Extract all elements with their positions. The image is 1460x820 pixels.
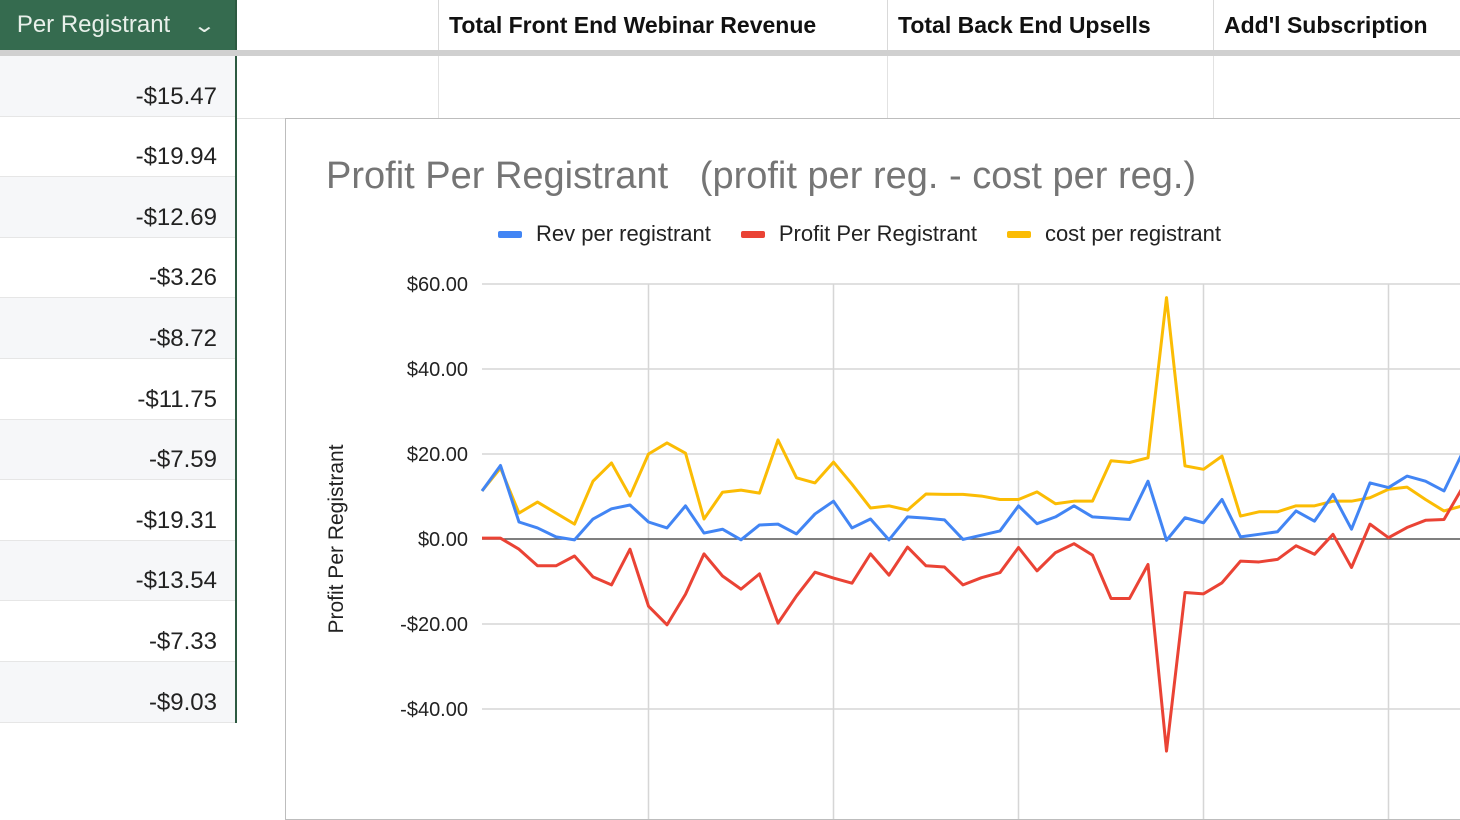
legend-swatch <box>498 230 522 238</box>
column-header-empty[interactable] <box>237 0 439 50</box>
frozen-row-divider[interactable] <box>0 50 1460 56</box>
column-header-label: Per Registrant <box>16 11 171 38</box>
series-line-profit-per-registrant <box>482 488 1460 753</box>
column-header-addl-subscription[interactable]: Add'l Subscription <box>1214 0 1460 50</box>
y-tick-label: $40.00 <box>407 359 468 381</box>
chart-plot: $60.00 $40.00 $20.00 $0.00 -$20.00 -$40.00 <box>400 274 1460 819</box>
column-header-front-end-revenue[interactable]: Total Front End Webinar Revenue <box>439 0 888 50</box>
y-tick-label: $20.00 <box>407 444 468 466</box>
cell[interactable]: -$9.03 <box>0 661 235 723</box>
legend-label: cost per registrant <box>1044 221 1222 246</box>
y-tick-label: -$40.00 <box>400 699 468 721</box>
legend-swatch <box>740 230 765 238</box>
series-line-rev-per-registrant <box>480 454 1460 542</box>
cell[interactable]: -$3.26 <box>0 238 235 299</box>
y-tick-label: -$20.00 <box>400 614 468 636</box>
legend-item-cost[interactable]: cost per registrant <box>1006 221 1222 247</box>
cell[interactable]: -$12.69 <box>0 177 235 238</box>
y-tick-label: $0.00 <box>418 529 468 551</box>
cell[interactable]: -$7.33 <box>0 601 235 662</box>
chart-legend: Rev per registrant Profit Per Registrant… <box>498 221 1221 247</box>
cell[interactable]: -$15.47 <box>0 56 235 117</box>
cell[interactable]: -$13.54 <box>0 540 235 602</box>
cell[interactable]: -$8.72 <box>0 298 235 359</box>
legend-swatch <box>1006 230 1031 238</box>
legend-label: Rev per registrant <box>536 221 711 246</box>
column-header-profit-per-registrant[interactable]: Per Registrant ⌄ <box>0 0 237 50</box>
profit-per-registrant-column: -$15.47 -$19.94 -$12.69 -$3.26 -$8.72 -$… <box>0 56 237 723</box>
chevron-down-icon[interactable]: ⌄ <box>192 14 217 37</box>
cell[interactable]: -$19.94 <box>0 117 235 178</box>
y-tick-label: $60.00 <box>407 274 468 296</box>
embedded-chart[interactable]: Profit Per Registrant (profit per reg. -… <box>285 118 1460 820</box>
legend-item-rev[interactable]: Rev per registrant <box>498 221 711 247</box>
legend-label: Profit Per Registrant <box>778 221 977 246</box>
cell[interactable]: -$11.75 <box>0 359 235 420</box>
legend-item-profit[interactable]: Profit Per Registrant <box>740 221 977 247</box>
series-line-cost-per-registrant <box>480 296 1460 526</box>
cell[interactable]: -$19.31 <box>0 480 235 541</box>
chart-title: Profit Per Registrant (profit per reg. -… <box>326 155 1197 197</box>
column-header-back-end-upsells[interactable]: Total Back End Upsells <box>888 0 1214 50</box>
cell[interactable]: -$7.59 <box>0 419 235 481</box>
